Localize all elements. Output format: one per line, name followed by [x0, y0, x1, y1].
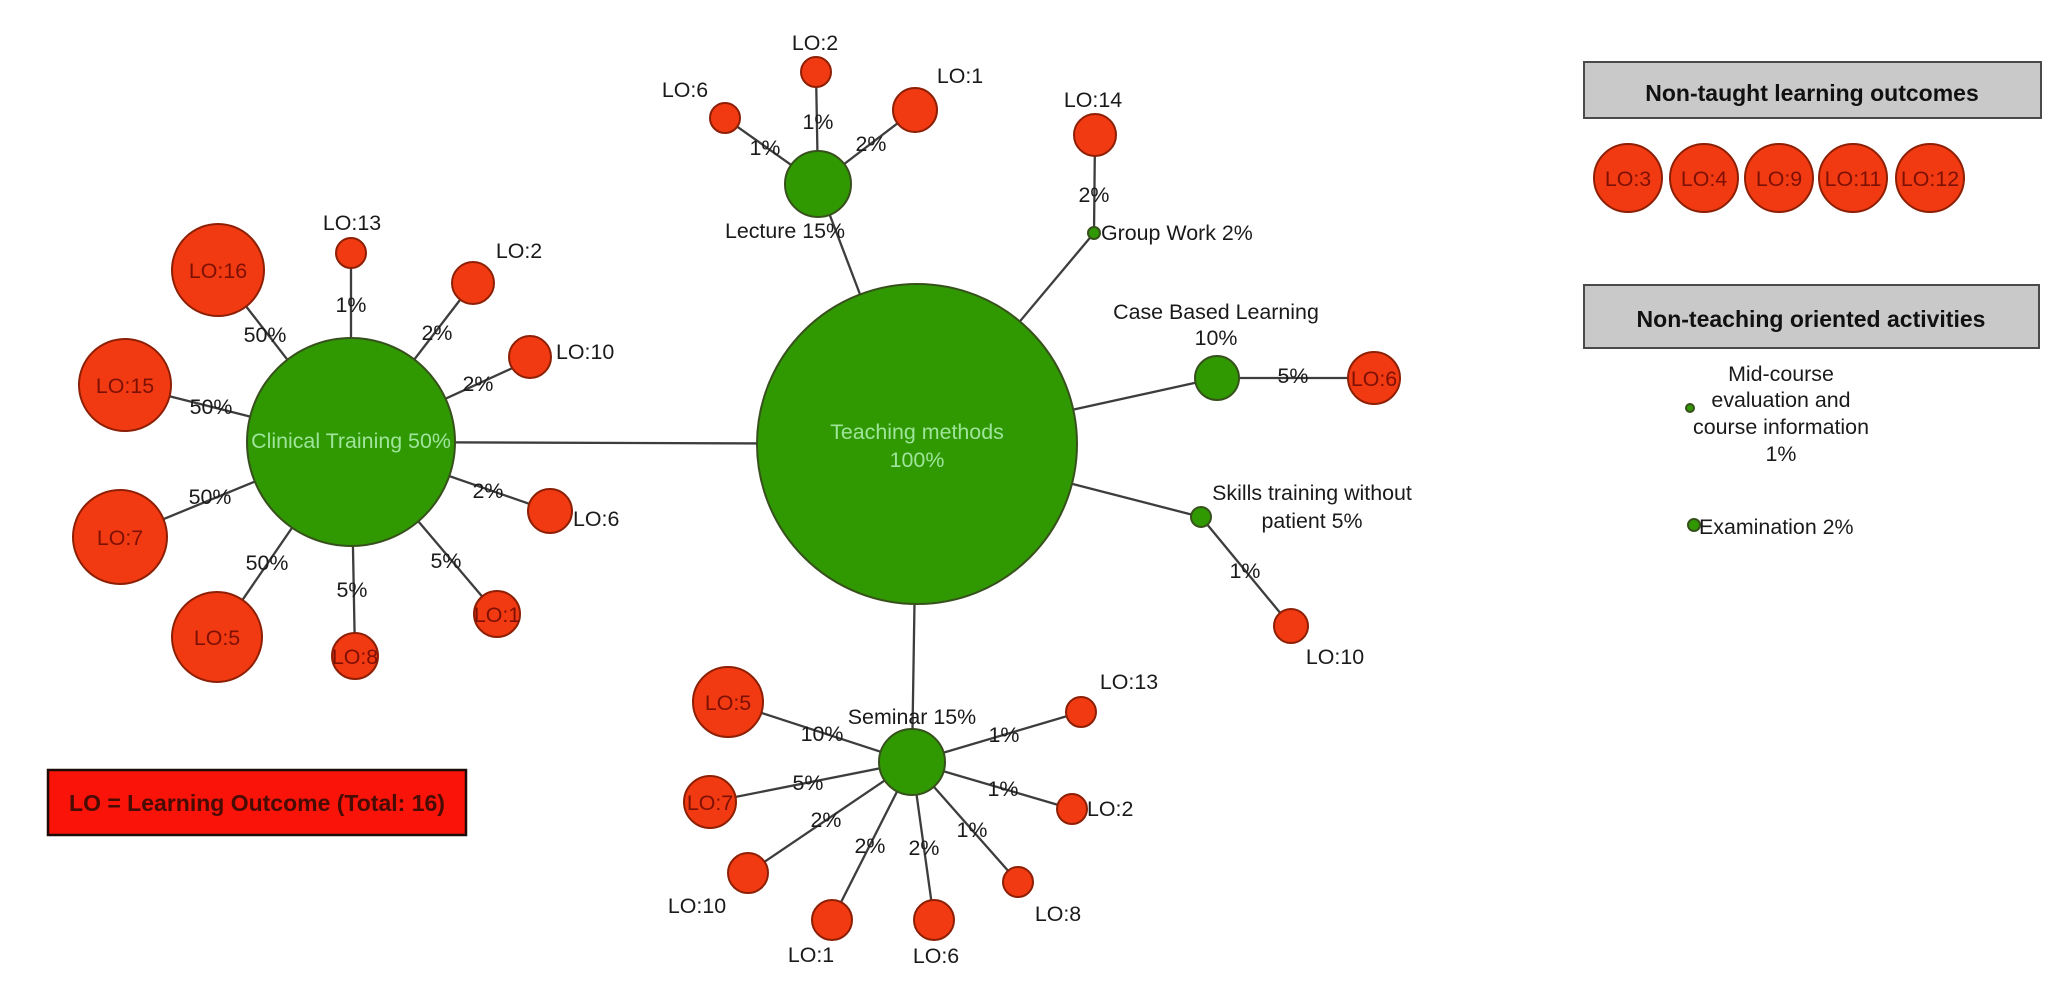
svg-text:2%: 2% — [811, 808, 842, 832]
svg-text:LO:14: LO:14 — [1064, 88, 1122, 112]
svg-text:1%: 1% — [803, 110, 834, 134]
svg-text:100%: 100% — [890, 448, 945, 472]
svg-text:LO:10: LO:10 — [1306, 645, 1364, 669]
svg-text:Mid-course: Mid-course — [1728, 362, 1834, 386]
svg-text:1%: 1% — [988, 777, 1019, 801]
svg-text:LO:2: LO:2 — [496, 239, 542, 263]
svg-text:Skills training without: Skills training without — [1212, 481, 1412, 505]
svg-text:10%: 10% — [801, 722, 844, 746]
svg-text:2%: 2% — [855, 834, 886, 858]
svg-text:Clinical Training 50%: Clinical Training 50% — [251, 429, 451, 453]
svg-text:LO:6: LO:6 — [662, 78, 708, 102]
svg-text:LO:13: LO:13 — [323, 211, 381, 235]
svg-text:50%: 50% — [189, 485, 232, 509]
svg-text:Seminar 15%: Seminar 15% — [848, 705, 976, 729]
svg-text:LO:8: LO:8 — [332, 645, 378, 669]
svg-text:LO:10: LO:10 — [556, 340, 614, 364]
svg-text:1%: 1% — [989, 723, 1020, 747]
svg-text:LO:9: LO:9 — [1756, 167, 1802, 191]
svg-text:LO:7: LO:7 — [97, 526, 143, 550]
svg-text:2%: 2% — [1079, 183, 1110, 207]
svg-text:5%: 5% — [337, 578, 368, 602]
svg-text:50%: 50% — [244, 323, 287, 347]
svg-text:Examination 2%: Examination 2% — [1699, 515, 1854, 539]
svg-text:LO:1: LO:1 — [474, 603, 520, 627]
svg-text:10%: 10% — [1195, 326, 1238, 350]
svg-text:Non-teaching oriented activiti: Non-teaching oriented activities — [1637, 306, 1986, 332]
svg-text:LO:3: LO:3 — [1605, 167, 1651, 191]
svg-text:Case Based Learning: Case Based Learning — [1113, 300, 1319, 324]
svg-text:LO:6: LO:6 — [1351, 367, 1397, 391]
svg-text:50%: 50% — [190, 395, 233, 419]
svg-text:LO:11: LO:11 — [1825, 167, 1882, 191]
svg-text:5%: 5% — [793, 771, 824, 795]
svg-text:LO:15: LO:15 — [96, 374, 154, 398]
svg-text:2%: 2% — [909, 836, 940, 860]
svg-text:1%: 1% — [1766, 442, 1797, 466]
svg-text:Lecture 15%: Lecture 15% — [725, 219, 845, 243]
svg-text:2%: 2% — [422, 321, 453, 345]
svg-text:1%: 1% — [957, 818, 988, 842]
svg-text:1%: 1% — [336, 293, 367, 317]
svg-text:LO:12: LO:12 — [1901, 167, 1959, 191]
svg-text:course information: course information — [1693, 415, 1869, 439]
svg-text:LO:7: LO:7 — [687, 791, 733, 815]
svg-text:5%: 5% — [1278, 364, 1309, 388]
svg-text:LO:10: LO:10 — [668, 894, 726, 918]
svg-text:2%: 2% — [463, 372, 494, 396]
svg-text:Teaching methods: Teaching methods — [830, 420, 1004, 444]
svg-text:evaluation and: evaluation and — [1711, 388, 1850, 412]
svg-text:LO:5: LO:5 — [194, 626, 240, 650]
svg-text:5%: 5% — [431, 549, 462, 573]
svg-text:LO:4: LO:4 — [1681, 167, 1727, 191]
svg-text:LO:6: LO:6 — [913, 944, 959, 968]
svg-text:50%: 50% — [246, 551, 289, 575]
svg-text:LO = Learning Outcome (Total:: LO = Learning Outcome (Total: 16) — [69, 790, 445, 816]
svg-text:LO:5: LO:5 — [705, 691, 751, 715]
svg-text:LO:2: LO:2 — [792, 31, 838, 55]
svg-text:2%: 2% — [473, 479, 504, 503]
svg-text:LO:1: LO:1 — [937, 64, 983, 88]
svg-text:2%: 2% — [856, 132, 887, 156]
svg-text:1%: 1% — [1230, 559, 1261, 583]
svg-text:LO:8: LO:8 — [1035, 902, 1081, 926]
svg-text:LO:1: LO:1 — [788, 943, 834, 967]
svg-text:LO:16: LO:16 — [189, 259, 247, 283]
svg-text:patient 5%: patient 5% — [1261, 509, 1362, 533]
svg-text:Non-taught learning outcomes: Non-taught learning outcomes — [1645, 80, 1979, 106]
svg-text:LO:13: LO:13 — [1100, 670, 1158, 694]
svg-text:Group Work 2%: Group Work 2% — [1101, 221, 1253, 245]
svg-text:LO:2: LO:2 — [1087, 797, 1133, 821]
svg-text:1%: 1% — [750, 136, 781, 160]
svg-text:LO:6: LO:6 — [573, 507, 619, 531]
